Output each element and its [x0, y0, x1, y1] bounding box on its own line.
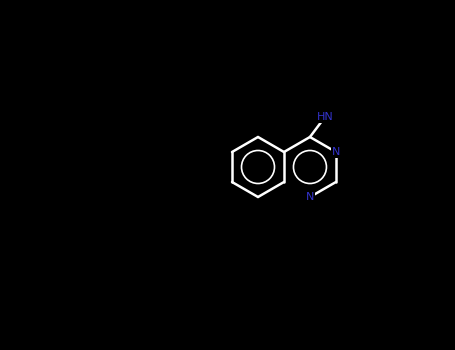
Text: HN: HN	[317, 112, 334, 122]
Text: N: N	[306, 192, 314, 202]
Text: N: N	[332, 147, 340, 157]
